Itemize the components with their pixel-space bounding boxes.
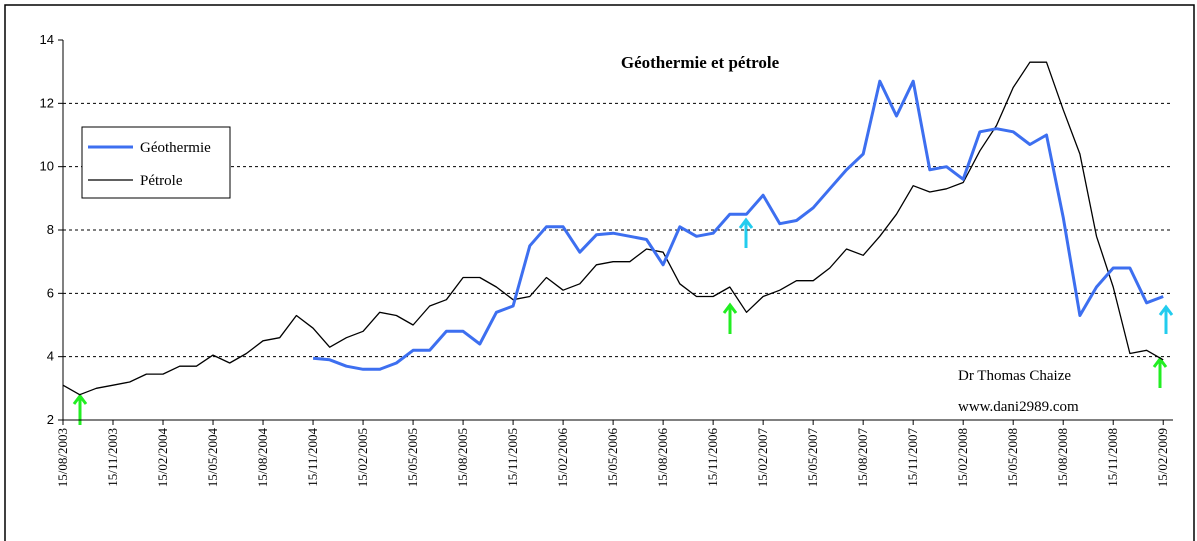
legend-label: Pétrole [140,173,183,189]
y-tick-label: 8 [47,222,54,237]
line-series [62,61,1164,396]
legend-box [81,126,231,199]
x-tick-label: 15/02/2009 [1155,428,1170,487]
line-series [312,79,1164,371]
y-tick-label: 10 [40,159,54,174]
y-tick-label: 12 [40,95,54,110]
x-tick-label: 15/11/2004 [305,428,320,487]
legend-label: Géothermie [140,140,211,156]
x-tick-label: 15/02/2008 [955,428,970,487]
x-tick-label: 15/02/2007 [755,428,770,488]
x-tick-label: 15/11/2008 [1105,428,1120,487]
x-tick-label: 15/05/2005 [405,428,420,487]
x-tick-label: 15/05/2006 [605,428,620,488]
y-tick-label: 6 [47,285,54,300]
legend: Géothermie Pétrole [81,126,231,199]
x-tick-label: 15/02/2005 [355,428,370,487]
x-tick-label: 15/02/2004 [155,428,170,488]
x-tick-label: 15/05/2004 [205,428,220,488]
x-tick-label: 15/02/2006 [555,428,570,488]
x-tick-label: 15/08/2007 [855,428,870,488]
x-tick-label: 15/11/2006 [705,428,720,487]
y-tick-label: 4 [47,349,54,364]
x-tick-label: 15/05/2007 [805,428,820,488]
chart-title: Géothermie et pétrole [621,53,780,72]
x-tick-label: 15/08/2006 [655,428,670,488]
annotation: Dr Thomas Chaize [958,368,1071,384]
x-tick-label: 15/11/2003 [105,428,120,487]
x-tick-label: 15/08/2008 [1055,428,1070,487]
x-tick-label: 15/08/2004 [255,428,270,488]
annotation: www.dani2989.com [958,399,1079,415]
chart-frame [4,4,1195,541]
x-tick-label: 15/08/2005 [455,428,470,487]
x-tick-label: 15/11/2007 [905,428,920,487]
x-tick-label: 15/08/2003 [55,428,70,487]
x-tick-label: 15/05/2008 [1005,428,1020,487]
y-tick-label: 2 [47,412,54,427]
arrows [72,217,1174,425]
x-tick-label: 15/11/2005 [505,428,520,487]
y-tick-label: 14 [40,32,54,47]
